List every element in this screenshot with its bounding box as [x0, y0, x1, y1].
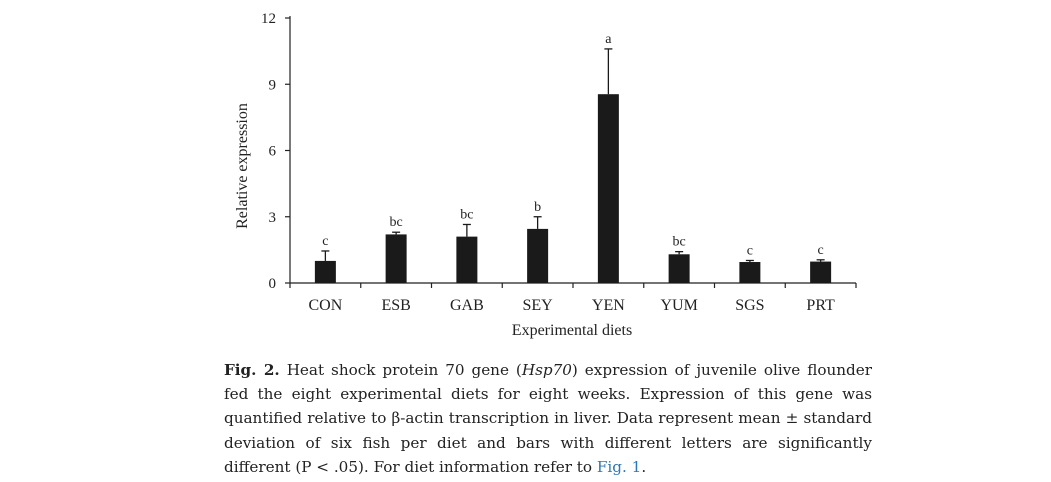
chart-significance-letters: c bc bc b a bc c c: [322, 32, 823, 259]
significance-letter-yen: a: [605, 32, 612, 47]
significance-letter-sey: b: [534, 200, 541, 215]
caption-text-start: Heat shock protein 70 gene (: [286, 361, 522, 379]
significance-letter-esb: bc: [390, 215, 403, 230]
significance-letter-con: c: [322, 234, 328, 249]
bar-gab: [456, 236, 478, 283]
x-axis-label: Experimental diets: [512, 322, 632, 339]
x-tick-label-sey: SEY: [523, 297, 554, 314]
caption-text-end: .: [641, 457, 647, 476]
caption-figure-label: Fig. 2.: [224, 361, 280, 379]
figure-caption: Fig. 2. Heat shock protein 70 gene (Hsp7…: [224, 358, 872, 479]
bar-yen: [597, 94, 619, 283]
chart-bars: [314, 94, 832, 283]
significance-letter-gab: bc: [460, 207, 473, 222]
caption-text-body: ) expression of juvenile olive flounder …: [224, 361, 873, 476]
significance-letter-sgs: c: [747, 243, 753, 258]
chart-error-bars: [321, 48, 825, 263]
y-axis-label: Relative expression: [234, 103, 251, 229]
x-tick-label-yen: YEN: [592, 297, 625, 314]
y-tick-label: 3: [269, 210, 277, 226]
caption-gene-name: Hsp70: [521, 361, 572, 379]
y-tick-label: 12: [261, 11, 276, 27]
bar-yum: [668, 254, 690, 283]
y-tick-label: 9: [269, 77, 277, 93]
y-tick-label: 6: [269, 144, 277, 160]
bar-sgs: [739, 262, 761, 283]
significance-letter-prt: c: [818, 243, 824, 258]
bar-sey: [527, 228, 549, 283]
significance-letter-yum: bc: [673, 235, 686, 250]
y-tick-label: 0: [269, 276, 277, 292]
x-tick-label-con: CON: [308, 297, 342, 314]
bar-esb: [385, 234, 407, 283]
x-tick-label-esb: ESB: [381, 297, 410, 314]
x-tick-label-yum: YUM: [660, 297, 697, 314]
bar-chart: 0 3 6 9 12 CON ESB GAB SEY YEN YUM SGS PRT c bc bc b a bc…: [234, 11, 857, 339]
x-tick-label-sgs: SGS: [735, 297, 764, 314]
bar-con: [314, 260, 336, 283]
x-tick-label-gab: GAB: [450, 297, 484, 314]
caption-figure-link[interactable]: Fig. 1: [596, 457, 642, 476]
bar-prt: [810, 261, 832, 283]
x-tick-label-prt: PRT: [806, 297, 835, 314]
chart-axes: 0 3 6 9 12 CON ESB GAB SEY YEN YUM SGS PRT: [261, 11, 857, 314]
